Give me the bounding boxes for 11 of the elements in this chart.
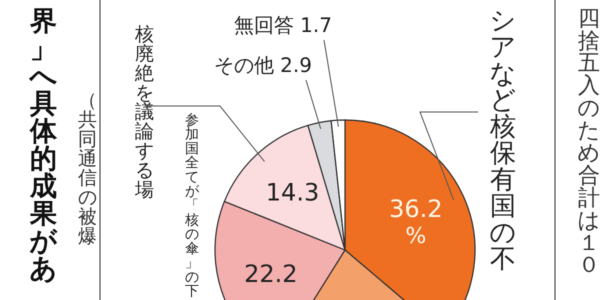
- chart-title: 界」へ具体的成果があ: [30, 6, 58, 285]
- data-label: 22.2: [244, 260, 298, 288]
- text: 四捨五入のため合計は１０: [578, 6, 600, 278]
- slice-label: その他 2.9: [214, 53, 312, 77]
- text: （共同通信の被爆: [78, 90, 97, 248]
- data-label: 14.3: [266, 178, 320, 206]
- category-label: 核廃絶を議論する場: [135, 24, 154, 201]
- slice-label: 無回答 1.7: [234, 13, 332, 37]
- data-label: 36.2%: [389, 195, 443, 250]
- category-label: 参加国全てが「核の傘」の下: [185, 112, 199, 300]
- category-label: シアなど核保有国の不: [490, 6, 516, 275]
